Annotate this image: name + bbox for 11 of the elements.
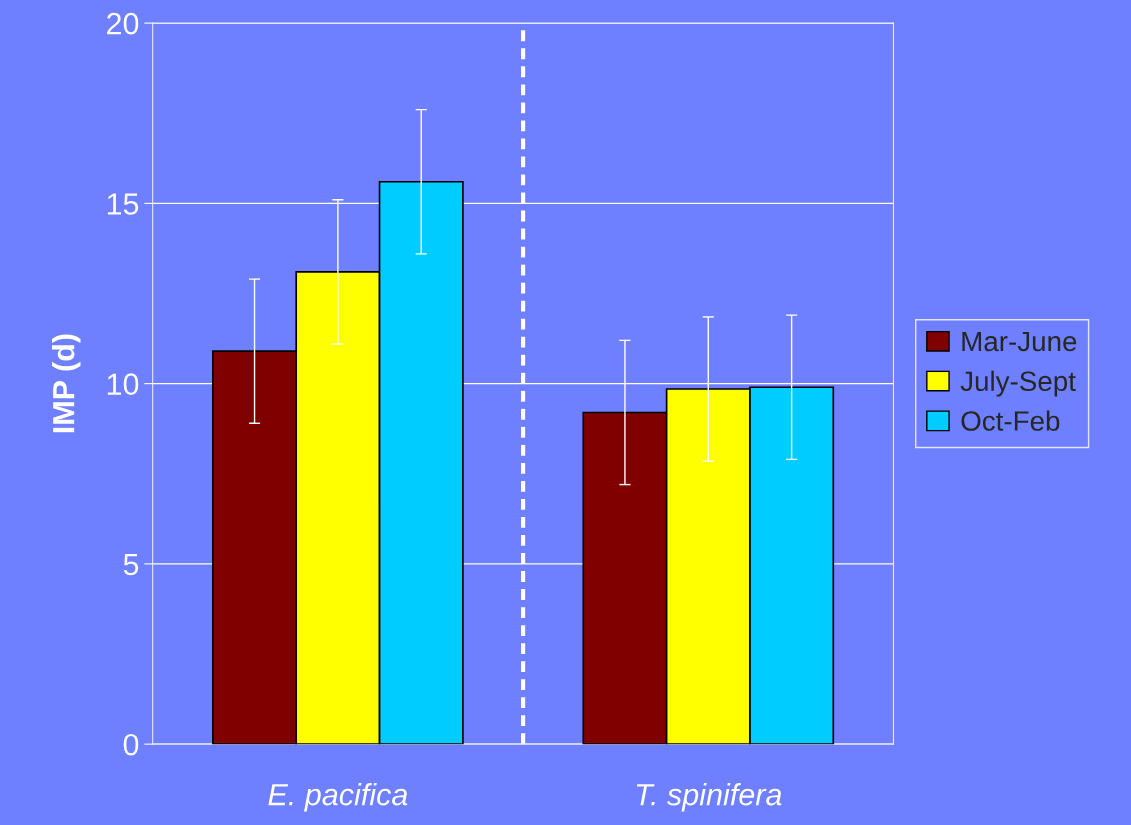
y-tick-label: 5	[123, 553, 139, 576]
legend-label: July-Sept	[960, 370, 1076, 397]
legend-label: Mar-June	[962, 331, 1077, 352]
y-tick-label: 20	[107, 12, 139, 35]
legend-label: Oct-Feb	[961, 410, 1060, 431]
y-axis-title: IMP (d)	[52, 334, 81, 433]
y-tick-label: 15	[107, 193, 139, 215]
x-tick-label: T. spinifera	[636, 783, 782, 812]
y-tick-label: 10	[107, 373, 139, 395]
y-tick-label: 0	[123, 733, 139, 756]
x-tick-label: E. pacifica	[268, 783, 408, 812]
